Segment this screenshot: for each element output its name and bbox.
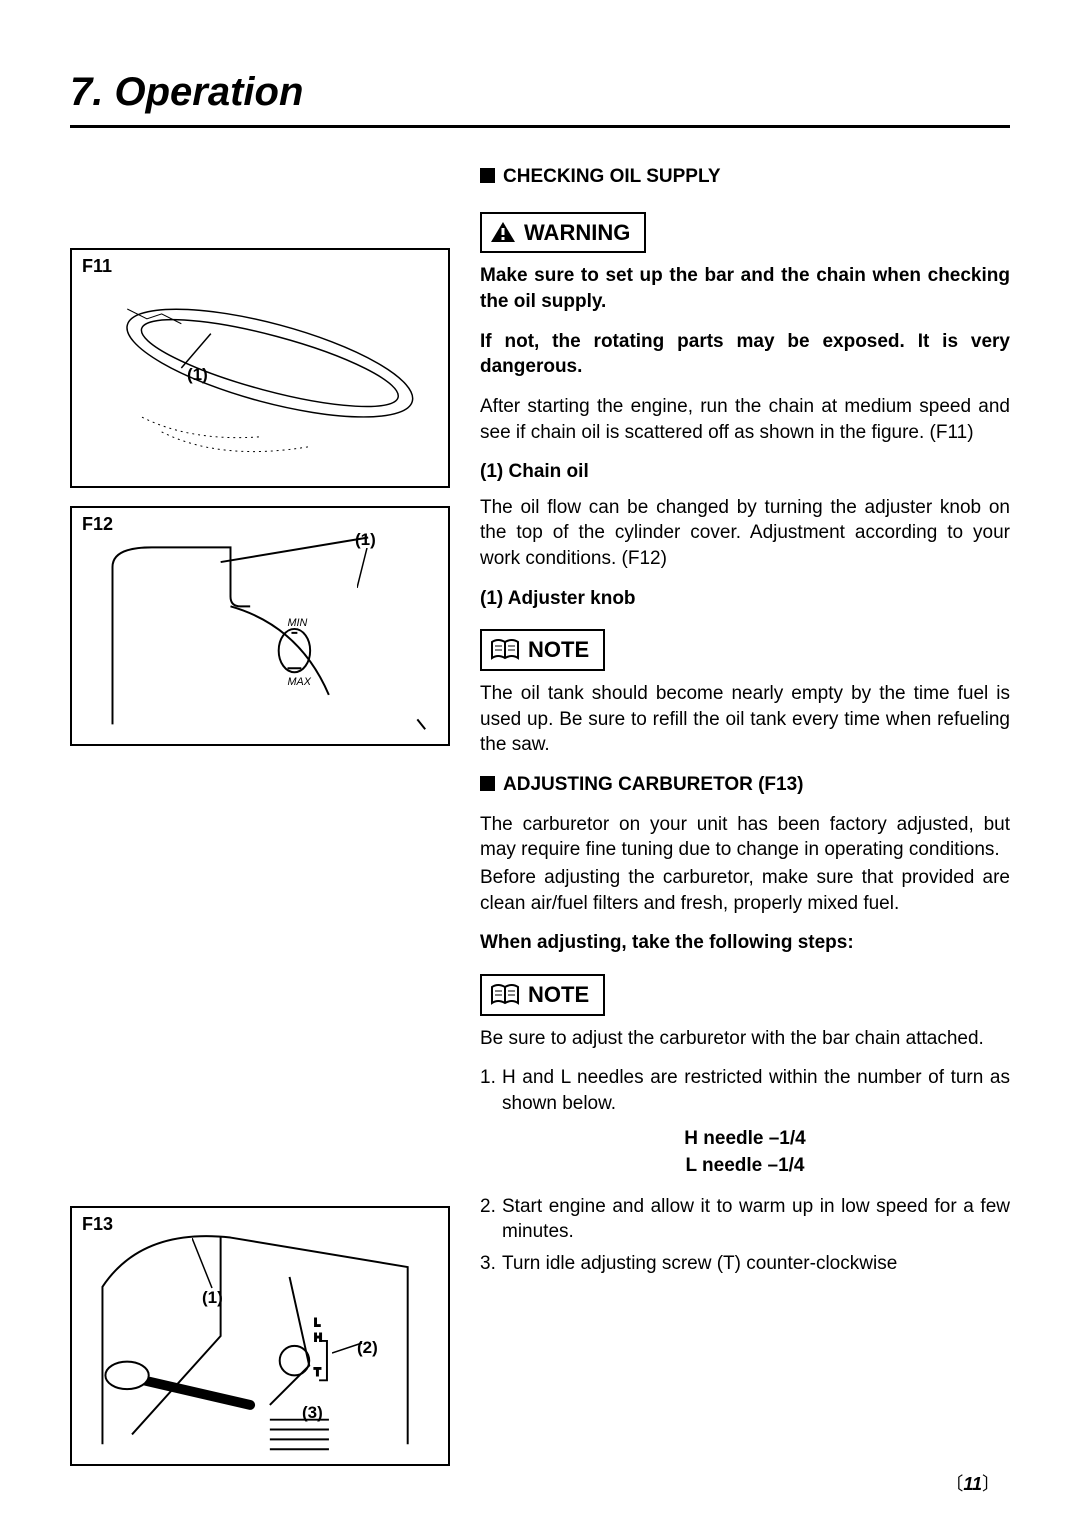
pointer-line-icon xyxy=(357,548,397,588)
heading-text: CHECKING OIL SUPPLY xyxy=(503,166,721,187)
needle-spec-block: H needle –1/4 L needle –1/4 xyxy=(480,1126,1010,1179)
needle-l: L needle –1/4 xyxy=(480,1153,1010,1180)
note-box: NOTE xyxy=(480,974,605,1016)
sub-heading: (1) Adjuster knob xyxy=(480,586,1010,612)
sub-heading: When adjusting, take the following steps… xyxy=(480,930,1010,956)
figure-annotation: (3) xyxy=(302,1403,323,1423)
warning-triangle-icon xyxy=(490,221,516,243)
figure-annotation: (1) xyxy=(187,365,208,385)
step-number: 2. xyxy=(480,1194,502,1245)
two-column-layout: F11 (1) F12 xyxy=(70,158,1010,1484)
step-text: Turn idle adjusting screw (T) counter-cl… xyxy=(502,1251,897,1277)
open-book-icon xyxy=(490,638,520,662)
pointer-line-icon xyxy=(192,1238,232,1293)
svg-text:T: T xyxy=(314,1366,321,1378)
open-book-icon xyxy=(490,983,520,1007)
needle-h: H needle –1/4 xyxy=(480,1126,1010,1153)
figure-annotation: (1) xyxy=(355,530,376,550)
warning-box: WARNING xyxy=(480,212,646,254)
step-number: 3. xyxy=(480,1251,502,1277)
body-paragraph: Before adjusting the carburetor, make su… xyxy=(480,865,1010,916)
min-label: MIN xyxy=(288,617,308,629)
figure-f11: F11 (1) xyxy=(70,248,450,488)
svg-text:H: H xyxy=(314,1332,322,1344)
square-bullet-icon xyxy=(480,168,495,183)
body-paragraph: The carburetor on your unit has been fac… xyxy=(480,812,1010,863)
max-label: MAX xyxy=(288,676,312,688)
figure-f12: F12 MIN MAX (1) xyxy=(70,506,450,746)
page-number: 〔11〕 xyxy=(945,1470,1000,1496)
step-text: Start engine and allow it to warm up in … xyxy=(502,1194,1010,1245)
adjuster-knob-icon: MIN MAX xyxy=(72,508,448,744)
text-column: CHECKING OIL SUPPLY WARNING Make sure to… xyxy=(480,158,1010,1484)
note-box: NOTE xyxy=(480,629,605,671)
figure-f13: F13 L H T (1) (2) (3) xyxy=(70,1206,450,1466)
carburetor-icon: L H T xyxy=(72,1208,448,1464)
note-text: The oil tank should become nearly empty … xyxy=(480,681,1010,758)
warning-text: If not, the rotating parts may be expose… xyxy=(480,329,1010,380)
page-number-value: 11 xyxy=(963,1474,982,1494)
step-item: 3. Turn idle adjusting screw (T) counter… xyxy=(480,1251,1010,1277)
pointer-line-icon xyxy=(332,1323,372,1363)
section-heading: ADJUSTING CARBURETOR (F13) xyxy=(480,772,1010,798)
chapter-title: 7. Operation xyxy=(70,70,1010,115)
body-paragraph: After starting the engine, run the chain… xyxy=(480,394,1010,445)
svg-text:L: L xyxy=(314,1317,320,1329)
step-item: 1. H and L needles are restricted within… xyxy=(480,1065,1010,1116)
step-number: 1. xyxy=(480,1065,502,1116)
note-text: Be sure to adjust the carburetor with th… xyxy=(480,1026,1010,1052)
note-label: NOTE xyxy=(528,635,589,665)
square-bullet-icon xyxy=(480,776,495,791)
note-label: NOTE xyxy=(528,980,589,1010)
section-heading: CHECKING OIL SUPPLY xyxy=(480,164,1010,190)
chainsaw-bar-icon xyxy=(72,250,448,486)
body-paragraph: The oil flow can be changed by turning t… xyxy=(480,495,1010,572)
figures-column: F11 (1) F12 xyxy=(70,158,450,1484)
step-text: H and L needles are restricted within th… xyxy=(502,1065,1010,1116)
sub-heading: (1) Chain oil xyxy=(480,459,1010,485)
chapter-title-block: 7. Operation xyxy=(70,70,1010,128)
heading-text: ADJUSTING CARBURETOR (F13) xyxy=(503,774,804,795)
warning-text: Make sure to set up the bar and the chai… xyxy=(480,263,1010,314)
step-item: 2. Start engine and allow it to warm up … xyxy=(480,1194,1010,1245)
warning-label: WARNING xyxy=(524,218,630,248)
